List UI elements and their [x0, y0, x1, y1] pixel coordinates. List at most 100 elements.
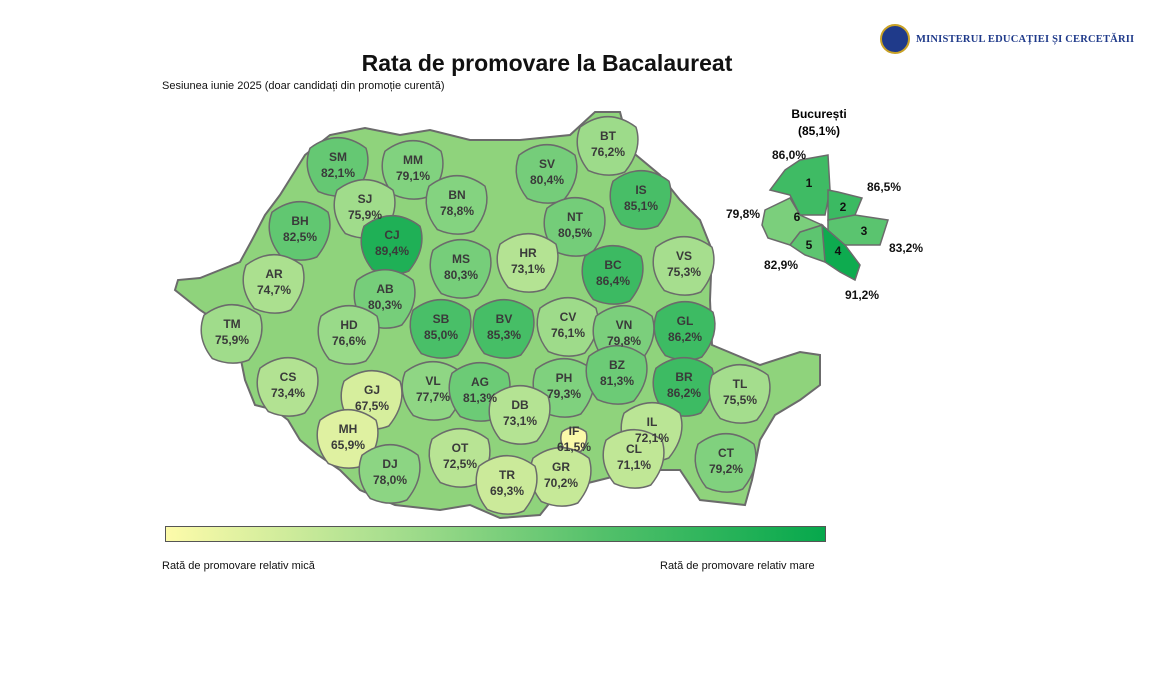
county-value-cs: 73,4% — [271, 386, 305, 400]
sector-value-1: 86,0% — [772, 148, 806, 162]
sector-value-2: 86,5% — [867, 180, 901, 194]
county-code-gr: GR — [552, 460, 570, 474]
legend-low-label: Rată de promovare relativ mică — [162, 560, 315, 572]
county-area-hd — [317, 305, 380, 365]
bucharest-name: București — [791, 107, 846, 121]
county-area-vs — [652, 236, 715, 296]
sector-number-4: 4 — [835, 244, 842, 258]
county-area-ct — [694, 433, 757, 493]
county-value-bc: 86,4% — [596, 274, 630, 288]
county-code-tm: TM — [223, 317, 240, 331]
county-area-gl — [653, 301, 716, 361]
bucharest-sector-1 — [768, 154, 831, 216]
county-code-ph: PH — [556, 371, 573, 385]
county-code-db: DB — [511, 398, 529, 412]
county-code-il: IL — [647, 415, 658, 429]
county-value-cl: 71,1% — [617, 458, 651, 472]
county-area-cj — [360, 215, 423, 275]
legend-color-scale — [165, 526, 826, 542]
county-area-br — [652, 357, 715, 417]
county-code-bn: BN — [448, 188, 465, 202]
county-code-gl: GL — [677, 314, 694, 328]
county-code-nt: NT — [567, 210, 584, 224]
county-code-cj: CJ — [384, 228, 399, 242]
county-code-gj: GJ — [364, 383, 380, 397]
county-value-vl: 77,7% — [416, 390, 450, 404]
county-code-sv: SV — [539, 157, 555, 171]
county-value-cv: 76,1% — [551, 326, 585, 340]
county-value-tl: 75,5% — [723, 393, 757, 407]
county-value-tm: 75,9% — [215, 333, 249, 347]
county-area-ar — [242, 254, 305, 314]
county-code-mh: MH — [339, 422, 358, 436]
bucharest-total: (85,1%) — [798, 124, 840, 138]
county-value-ag: 81,3% — [463, 391, 497, 405]
map-subtitle: Sesiunea iunie 2025 (doar candidați din … — [162, 80, 445, 92]
county-code-bt: BT — [600, 129, 617, 143]
county-value-ph: 79,3% — [547, 387, 581, 401]
county-value-bh: 82,5% — [283, 230, 317, 244]
county-code-ms: MS — [452, 252, 470, 266]
county-area-cv — [536, 297, 599, 357]
county-code-tl: TL — [733, 377, 748, 391]
county-code-ct: CT — [718, 446, 735, 460]
county-value-mm: 79,1% — [396, 169, 430, 183]
county-value-cj: 89,4% — [375, 244, 409, 258]
coat-of-arms-icon — [880, 24, 910, 54]
county-value-nt: 80,5% — [558, 226, 592, 240]
county-value-bn: 78,8% — [440, 204, 474, 218]
county-value-gj: 67,5% — [355, 399, 389, 413]
county-value-is: 85,1% — [624, 199, 658, 213]
county-code-ot: OT — [452, 441, 469, 455]
county-area-ms — [429, 239, 492, 299]
county-code-hd: HD — [340, 318, 358, 332]
county-code-vs: VS — [676, 249, 692, 263]
bucharest-sector-6 — [761, 197, 825, 246]
bucharest-sector-2 — [827, 189, 864, 221]
sector-value-4: 91,2% — [845, 288, 879, 302]
county-code-if: IF — [569, 424, 580, 438]
county-value-dj: 78,0% — [373, 473, 407, 487]
county-code-sm: SM — [329, 150, 347, 164]
county-value-ar: 74,7% — [257, 283, 291, 297]
county-value-il: 72,1% — [635, 431, 669, 445]
sector-number-2: 2 — [840, 200, 847, 214]
county-value-bv: 85,3% — [487, 328, 521, 342]
county-code-br: BR — [675, 370, 693, 384]
county-area-db — [488, 385, 551, 445]
county-value-ct: 79,2% — [709, 462, 743, 476]
county-area-bv — [472, 299, 535, 359]
county-value-bt: 76,2% — [591, 145, 625, 159]
county-area-tm — [200, 304, 263, 364]
county-code-sb: SB — [433, 312, 450, 326]
county-value-hd: 76,6% — [332, 334, 366, 348]
county-code-bv: BV — [496, 312, 513, 326]
county-area-bn — [425, 175, 488, 235]
county-value-gl: 86,2% — [668, 330, 702, 344]
county-value-tr: 69,3% — [490, 484, 524, 498]
county-value-ms: 80,3% — [444, 268, 478, 282]
county-value-vn: 79,8% — [607, 334, 641, 348]
county-code-ar: AR — [265, 267, 283, 281]
county-area-bh — [268, 201, 331, 261]
county-area-tr — [475, 455, 538, 515]
county-area-is — [609, 170, 672, 230]
county-code-tr: TR — [499, 468, 515, 482]
county-value-sb: 85,0% — [424, 328, 458, 342]
county-area-vl — [401, 361, 464, 421]
map-title: Rata de promovare la Bacalaureat — [361, 50, 733, 76]
county-code-cv: CV — [560, 310, 577, 324]
sector-value-6: 79,8% — [726, 207, 760, 221]
county-code-ag: AG — [471, 375, 489, 389]
bucharest-inset — [761, 154, 889, 282]
county-value-mh: 65,9% — [331, 438, 365, 452]
county-area-bt — [576, 116, 639, 176]
county-code-dj: DJ — [382, 457, 397, 471]
sector-value-3: 83,2% — [889, 241, 923, 255]
county-code-cs: CS — [280, 370, 297, 384]
county-code-bh: BH — [291, 214, 308, 228]
county-code-mm: MM — [403, 153, 423, 167]
sector-number-1: 1 — [806, 176, 813, 190]
county-value-br: 86,2% — [667, 386, 701, 400]
